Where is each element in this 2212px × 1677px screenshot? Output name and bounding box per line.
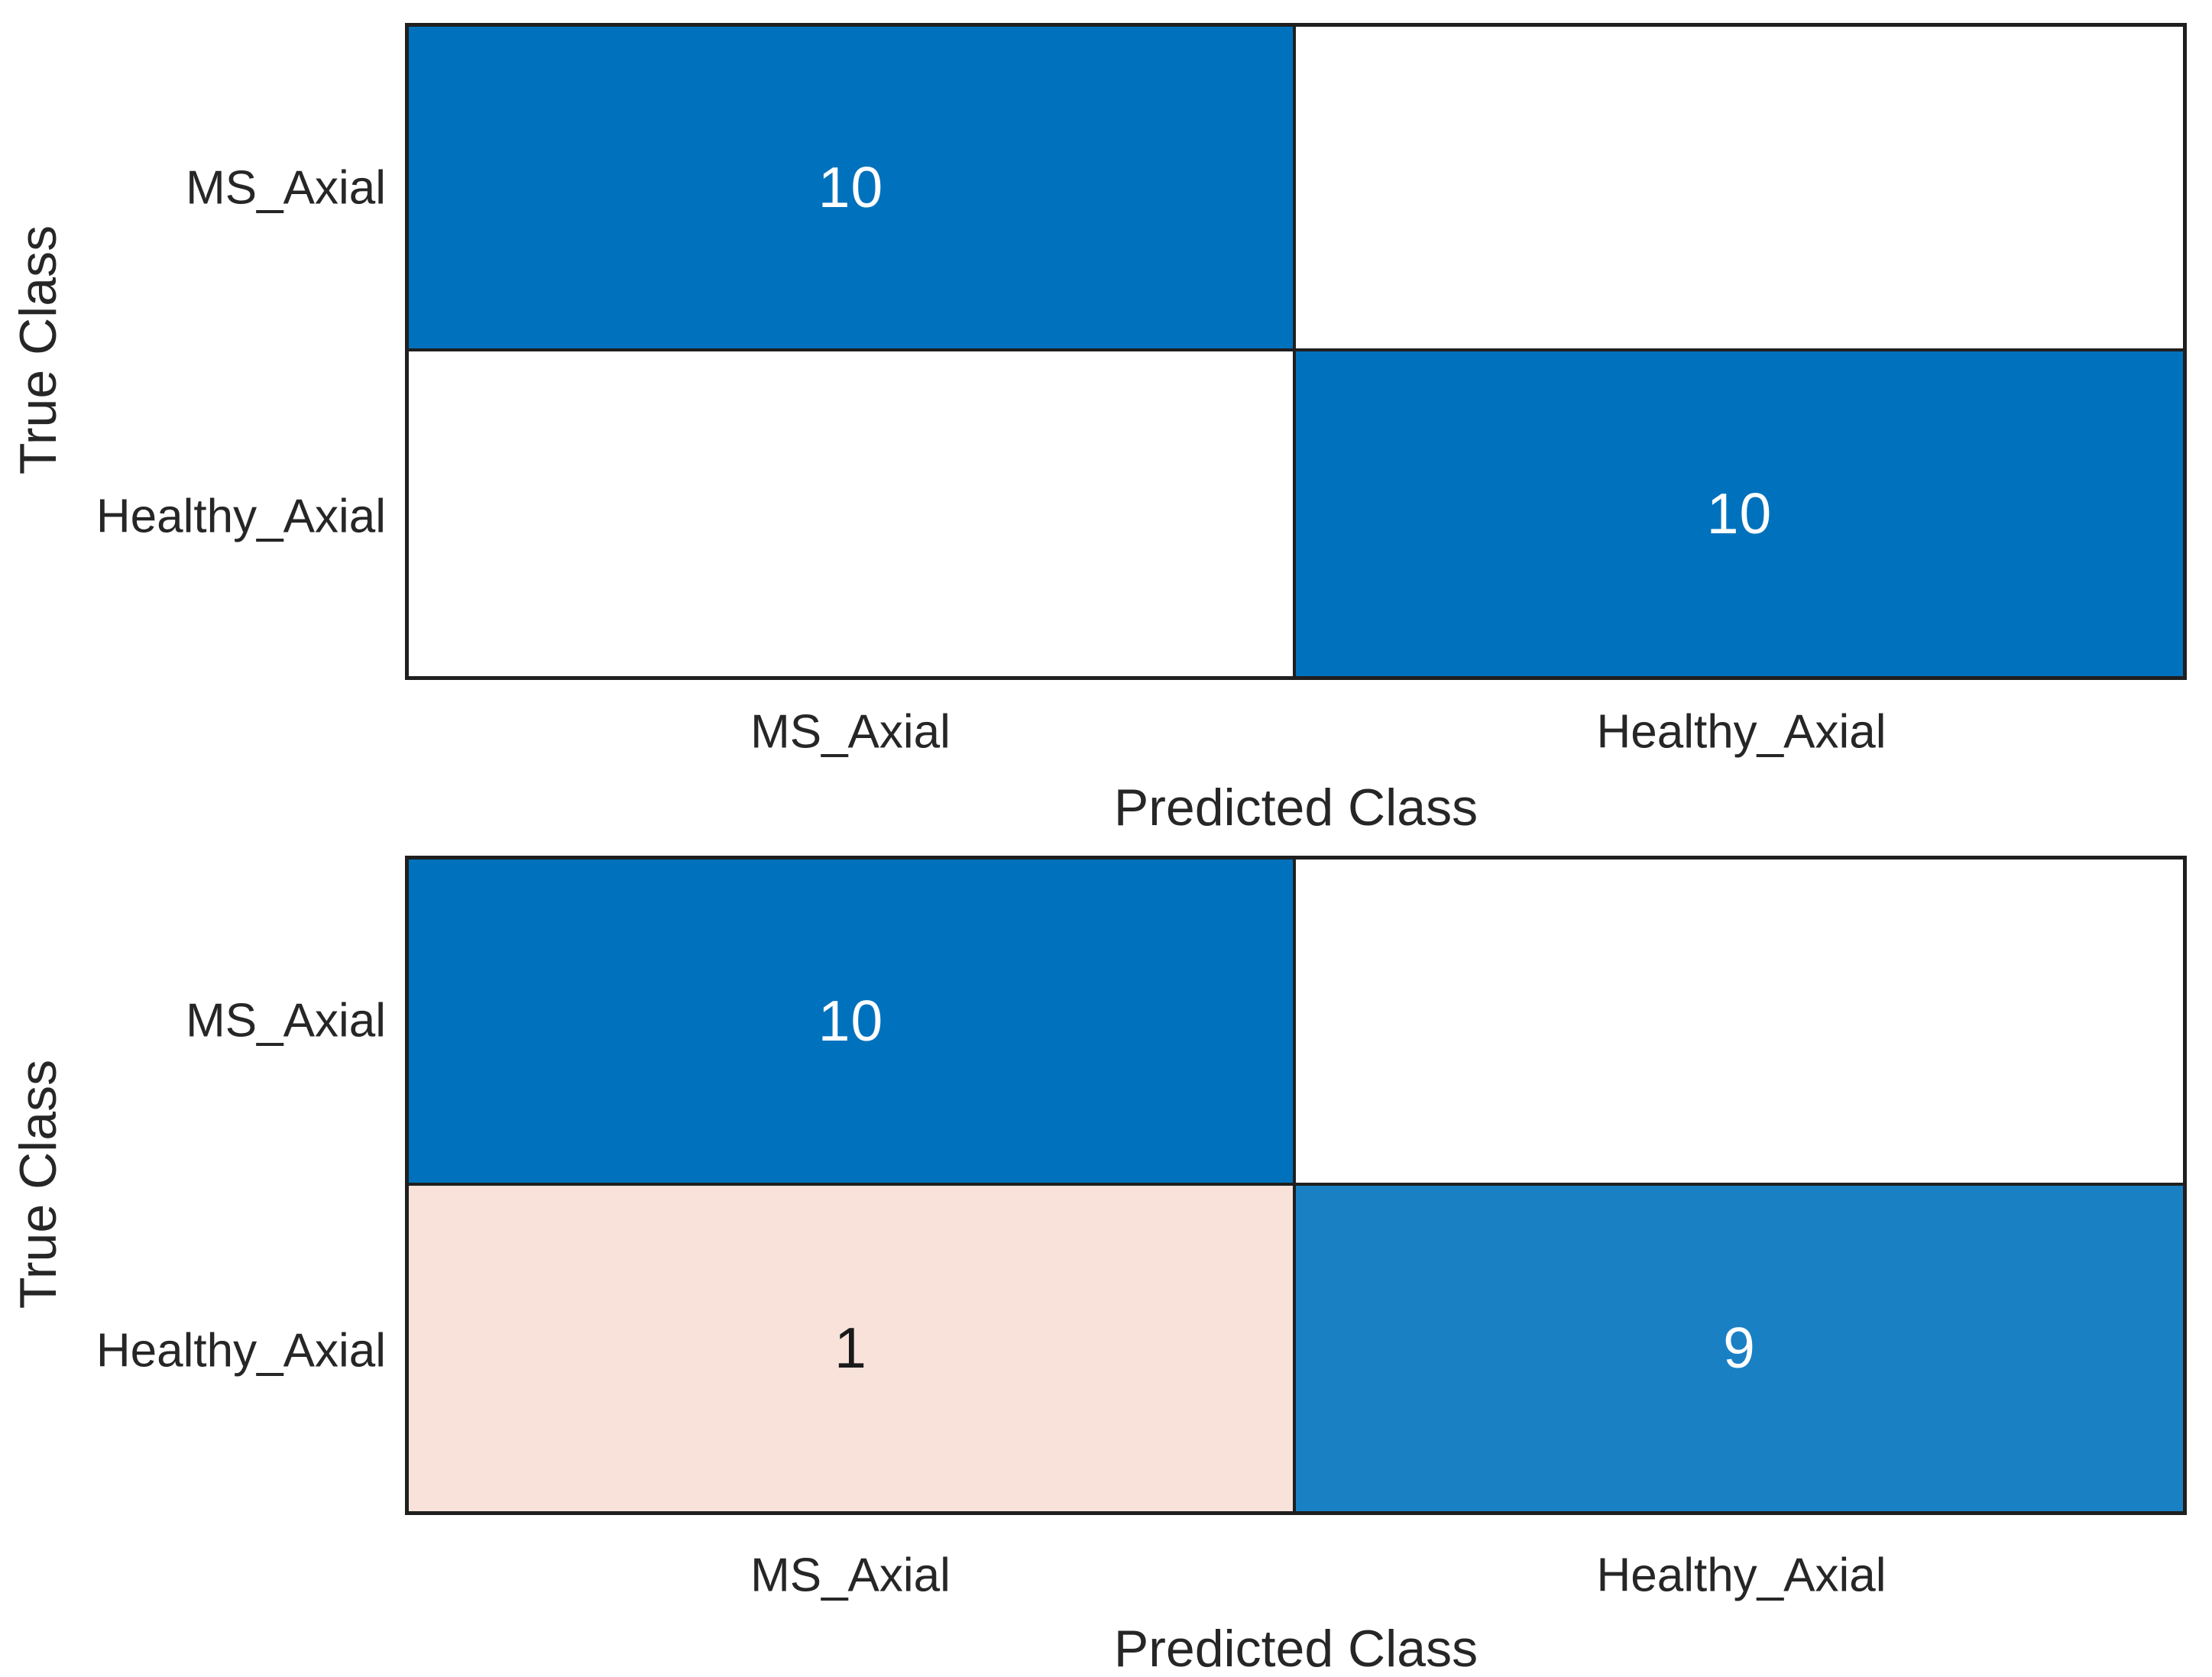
top-cell-true-healthyaxial-pred-msaxial xyxy=(409,351,1296,676)
top-xtick-msaxial: MS_Axial xyxy=(750,705,951,759)
bottom-xtick-msaxial: MS_Axial xyxy=(750,1549,951,1602)
cell-value: 10 xyxy=(818,155,884,219)
bottom-cell-true-healthyaxial-pred-msaxial: 1 xyxy=(409,1185,1296,1511)
bottom-ytick-msaxial: MS_Axial xyxy=(186,994,386,1047)
cell-value: 9 xyxy=(1723,1316,1756,1381)
cell-value: 10 xyxy=(1706,481,1773,546)
bottom-ytick-healthyaxial: Healthy_Axial xyxy=(96,1324,386,1378)
cell-value: 10 xyxy=(818,988,884,1053)
confusion-matrix-top: 10 10 xyxy=(405,23,2187,680)
bottom-cell-true-healthyaxial-pred-healthyaxial: 9 xyxy=(1296,1185,2183,1511)
top-ytick-msaxial: MS_Axial xyxy=(186,161,386,215)
bottom-cell-true-msaxial-pred-healthyaxial xyxy=(1296,860,2183,1186)
bottom-xtick-healthyaxial: Healthy_Axial xyxy=(1596,1549,1887,1602)
top-predicted-class-axis-label: Predicted Class xyxy=(1113,779,1478,837)
top-xtick-healthyaxial: Healthy_Axial xyxy=(1596,705,1887,759)
top-true-class-axis-label: True Class xyxy=(9,225,67,475)
confusion-matrix-bottom: 10 1 9 xyxy=(405,856,2187,1515)
top-cell-true-msaxial-pred-msaxial: 10 xyxy=(409,27,1296,351)
bottom-cell-true-msaxial-pred-msaxial: 10 xyxy=(409,860,1296,1186)
bottom-true-class-axis-label: True Class xyxy=(9,1059,67,1310)
bottom-predicted-class-axis-label: Predicted Class xyxy=(1113,1620,1478,1677)
top-cell-true-msaxial-pred-healthyaxial xyxy=(1296,27,2183,351)
top-cell-true-healthyaxial-pred-healthyaxial: 10 xyxy=(1296,351,2183,676)
top-ytick-healthyaxial: Healthy_Axial xyxy=(96,490,386,543)
cell-value: 1 xyxy=(834,1316,867,1381)
